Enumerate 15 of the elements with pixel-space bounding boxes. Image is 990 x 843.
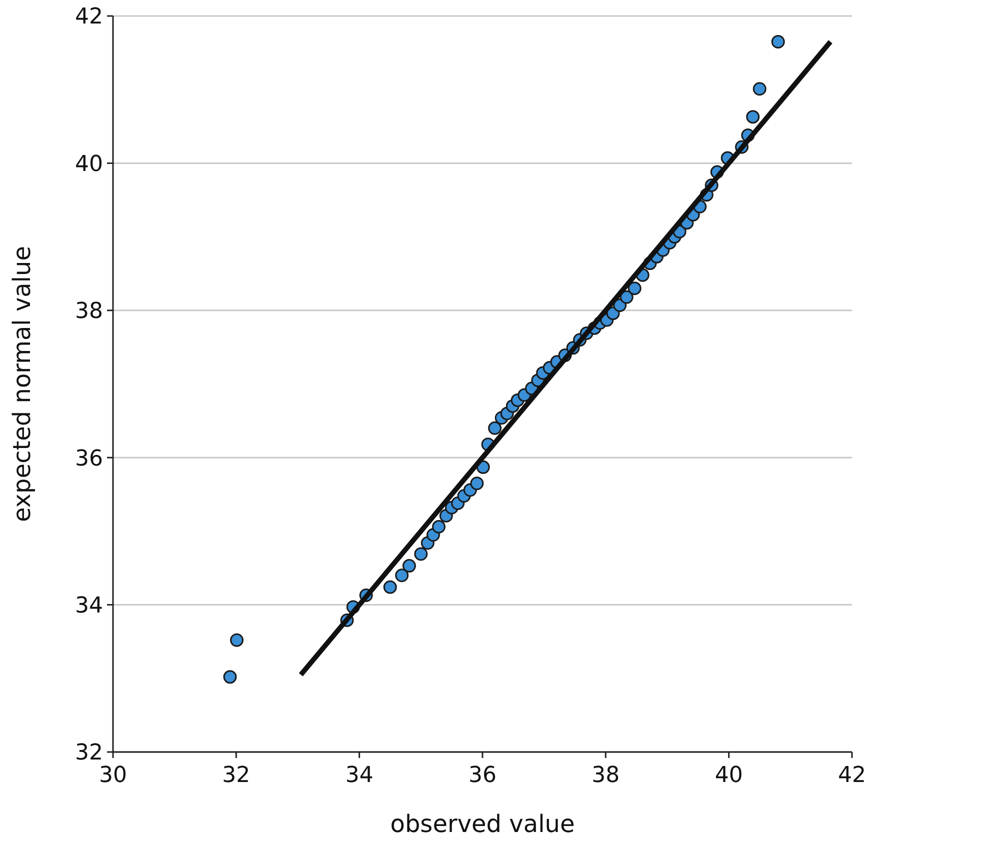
y-tick-label: 40 [75, 152, 103, 177]
x-tick-label: 38 [592, 763, 620, 788]
y-tick-label: 38 [75, 299, 103, 324]
x-axis-title: observed value [390, 810, 575, 838]
y-tick-label: 32 [75, 740, 103, 766]
x-tick-label: 30 [99, 763, 127, 788]
y-tick-label: 42 [75, 4, 103, 30]
x-tick-label: 34 [345, 763, 374, 788]
y-tick-label: 34 [75, 594, 103, 618]
y-axis-title: expected normal value [8, 246, 36, 522]
x-tick-label: 32 [222, 763, 250, 788]
x-tick-label: 42 [838, 763, 866, 788]
x-tick-label: 40 [714, 763, 743, 788]
x-tick-label: 36 [468, 763, 496, 788]
y-tick-label: 36 [75, 446, 103, 472]
